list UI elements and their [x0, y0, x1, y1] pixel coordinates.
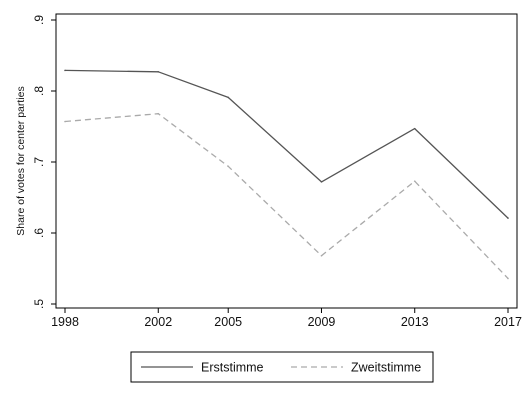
data-point-zweitstimme — [157, 112, 160, 115]
data-point-zweitstimme — [507, 277, 509, 280]
data-point-zweitstimme — [413, 180, 416, 182]
legend-label-zweitstimme: Zweitstimme — [351, 361, 421, 375]
data-point-erststimme — [413, 127, 416, 130]
y-tick-label: .7 — [32, 157, 46, 167]
series-line-zweitstimme — [64, 113, 509, 279]
x-tick-label: 1998 — [51, 315, 79, 329]
x-tick-label: 2002 — [144, 315, 172, 329]
data-point-zweitstimme — [227, 165, 230, 168]
axes: .5 .6 .7 .8 .9 Share of votes for center part… — [15, 13, 522, 329]
series-line-erststimme — [64, 69, 509, 219]
plot-frame — [55, 13, 518, 309]
series-layer — [64, 69, 509, 280]
legend-label-erststimme: Erststimme — [201, 361, 264, 375]
data-point-erststimme — [64, 69, 66, 72]
data-point-erststimme — [157, 71, 160, 73]
x-tick-label: 2005 — [214, 315, 242, 329]
legend: Erststimme Zweitstimme — [130, 351, 434, 383]
y-tick-label: .5 — [32, 299, 46, 309]
data-point-zweitstimme — [320, 254, 323, 257]
data-point-erststimme — [227, 96, 230, 99]
y-tick-label: .9 — [32, 15, 46, 25]
y-tick-label: .6 — [32, 228, 46, 238]
x-tick-label: 2013 — [401, 315, 429, 329]
y-tick-label: .8 — [32, 86, 46, 96]
data-point-zweitstimme — [64, 120, 66, 123]
x-tick-label: 2017 — [494, 315, 522, 329]
data-point-erststimme — [320, 181, 323, 183]
x-tick-label: 2009 — [308, 315, 336, 329]
data-point-erststimme — [507, 217, 509, 219]
y-axis-title: Share of votes for center parties — [15, 86, 27, 235]
